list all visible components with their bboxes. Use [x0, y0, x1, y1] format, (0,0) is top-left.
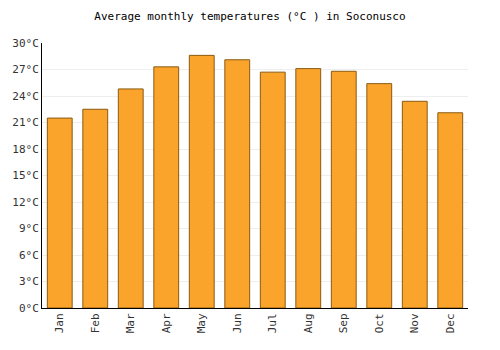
- svg-text:Sep: Sep: [337, 313, 350, 333]
- svg-text:9°C: 9°C: [19, 222, 39, 235]
- svg-text:Jul: Jul: [266, 313, 279, 333]
- svg-text:0°C: 0°C: [19, 302, 39, 315]
- svg-text:18°C: 18°C: [12, 143, 39, 156]
- svg-text:Nov: Nov: [408, 313, 421, 333]
- svg-text:27°C: 27°C: [12, 63, 39, 76]
- svg-text:30°C: 30°C: [12, 37, 39, 50]
- svg-text:Feb: Feb: [89, 313, 102, 333]
- svg-text:Aug: Aug: [302, 313, 315, 333]
- svg-text:Average monthly temperatures (: Average monthly temperatures (°C ) in So…: [94, 10, 405, 23]
- svg-text:3°C: 3°C: [19, 275, 39, 288]
- svg-text:Oct: Oct: [373, 313, 386, 333]
- svg-text:Jan: Jan: [53, 313, 66, 333]
- svg-text:6°C: 6°C: [19, 249, 39, 262]
- svg-text:Apr: Apr: [160, 313, 173, 333]
- svg-text:12°C: 12°C: [12, 196, 39, 209]
- svg-text:Jun: Jun: [231, 313, 244, 333]
- svg-text:Dec: Dec: [444, 313, 457, 333]
- svg-text:24°C: 24°C: [12, 90, 39, 103]
- svg-text:Mar: Mar: [124, 313, 137, 333]
- svg-text:21°C: 21°C: [12, 116, 39, 129]
- svg-text:15°C: 15°C: [12, 169, 39, 182]
- svg-text:May: May: [195, 313, 208, 333]
